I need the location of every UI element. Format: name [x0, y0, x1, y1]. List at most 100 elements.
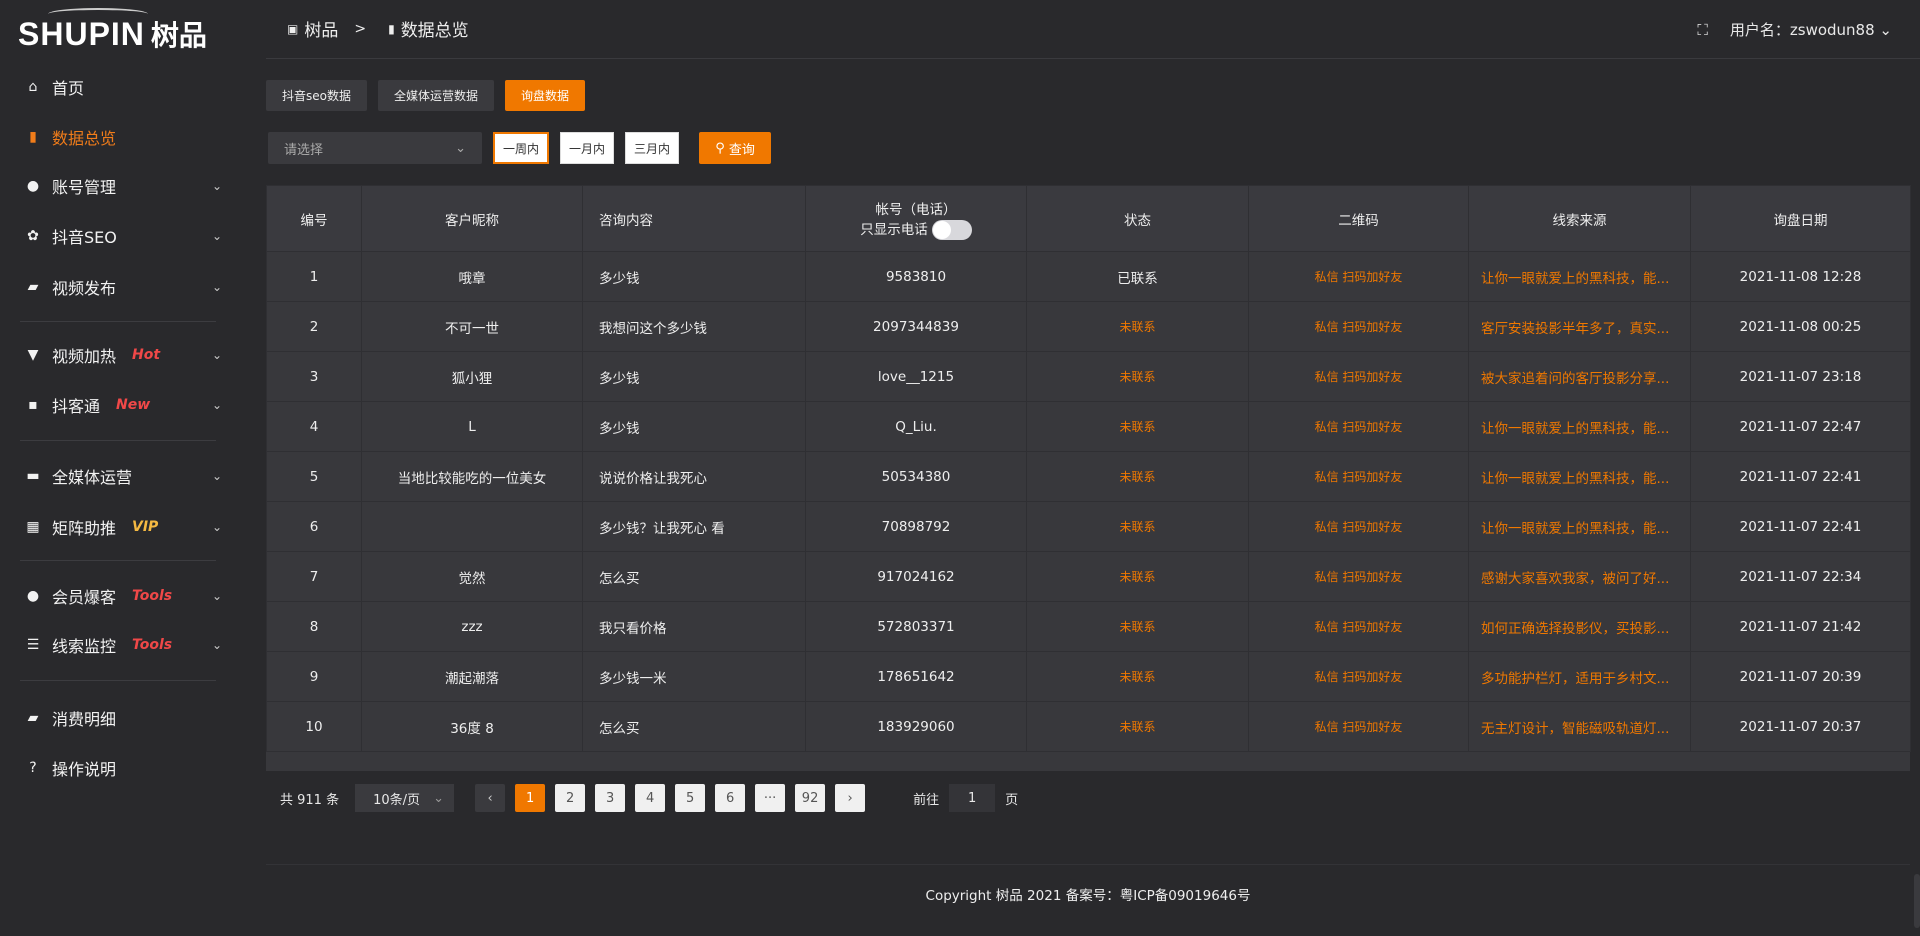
- column-header-label: 线索来源: [1552, 212, 1607, 229]
- table-row: 6 多少钱？让我死心 看 70898792 未联系 私信 扫码加好友 让你一眼就爱上的黑科…: [266, 501, 1911, 552]
- wallet-icon: ▰: [27, 710, 39, 726]
- next-page-button[interactable]: ›: [835, 784, 866, 812]
- inquiry-date: 2021-11-07 22:34: [1690, 551, 1911, 602]
- qr-code-action[interactable]: 私信 扫码加好友: [1248, 401, 1469, 452]
- sidebar-item-label: 首页: [52, 79, 85, 98]
- home-icon: ⌂: [28, 79, 38, 95]
- sidebar-item-label: 账号管理: [52, 178, 117, 197]
- customer-nickname: 哦章: [361, 251, 583, 302]
- page-button[interactable]: 1: [515, 784, 546, 812]
- divider: [20, 321, 216, 322]
- sidebar-item-label: 视频加热: [52, 347, 117, 366]
- lead-source[interactable]: 让你一眼就爱上的黑科技，能...: [1468, 401, 1691, 452]
- account-phone: 183929060: [805, 701, 1027, 752]
- row-number: 4: [266, 401, 362, 452]
- prev-page-button[interactable]: ‹: [475, 784, 506, 812]
- qr-code-action[interactable]: 私信 扫码加好友: [1248, 451, 1469, 502]
- chevron-down-icon: ⌄: [212, 589, 223, 603]
- lead-source[interactable]: 无主灯设计，智能磁吸轨道灯...: [1468, 701, 1691, 752]
- user-menu[interactable]: 用户名：zswodun88 ⌄: [1730, 19, 1892, 40]
- page-button[interactable]: 5: [675, 784, 706, 812]
- status: 未联系: [1026, 551, 1249, 602]
- column-header: 编号: [266, 185, 362, 252]
- inquiry-content: 说说价格让我死心: [582, 451, 806, 502]
- sidebar-item[interactable]: ▬ 全媒体运营 ⌄: [0, 458, 240, 494]
- qr-code-action[interactable]: 私信 扫码加好友: [1248, 701, 1469, 752]
- sidebar-item[interactable]: ▦ 矩阵助推 VIP ⌄: [0, 509, 240, 545]
- lead-source[interactable]: 被大家追着问的客厅投影分享...: [1468, 351, 1691, 402]
- qr-code-action[interactable]: 私信 扫码加好友: [1248, 501, 1469, 552]
- sidebar-item[interactable]: ? 操作说明: [0, 750, 240, 786]
- pagination: 共 911 条 10条/页 ⌄ ‹ 1 2 3 4 5 6 ··· 92 › 前往 1 页: [280, 784, 1018, 812]
- fullscreen-icon[interactable]: ⛶: [1697, 20, 1708, 39]
- sidebar-item[interactable]: ▮ 数据总览: [0, 119, 240, 155]
- chevron-down-icon: ⌄: [1874, 21, 1892, 39]
- page-button[interactable]: 2: [555, 784, 586, 812]
- sidebar-item-label: 视频发布: [52, 279, 117, 298]
- lead-source[interactable]: 多功能护栏灯，适用于乡村文...: [1468, 651, 1691, 702]
- qr-code-action[interactable]: 私信 扫码加好友: [1248, 351, 1469, 402]
- query-button[interactable]: ⚲ 查询: [699, 132, 772, 164]
- lead-source[interactable]: 客厅安装投影半年多了，真实...: [1468, 301, 1691, 352]
- qr-code-action[interactable]: 私信 扫码加好友: [1248, 651, 1469, 702]
- phone-only-toggle[interactable]: [931, 219, 972, 240]
- sidebar-item[interactable]: ▪ 抖客通 New ⌄: [0, 387, 240, 423]
- qr-code-action[interactable]: 私信 扫码加好友: [1248, 251, 1469, 302]
- status: 未联系: [1026, 651, 1249, 702]
- qr-code-action[interactable]: 私信 扫码加好友: [1248, 601, 1469, 652]
- breadcrumb-current: 数据总览: [400, 21, 469, 41]
- page-button[interactable]: ···: [755, 784, 786, 812]
- tab-item[interactable]: 全媒体运营数据: [377, 80, 494, 111]
- customer-nickname: 狐小狸: [361, 351, 583, 402]
- goto-page-input[interactable]: 1: [949, 784, 996, 812]
- account-phone: 2097344839: [805, 301, 1027, 352]
- row-number: 8: [266, 601, 362, 652]
- sidebar: SHUPIN 树品 ⌂ 首页 ▮ 数据总览 ● 账号管理 ⌄ ✿ 抖音SEO ⌄ ▰ 视频发布 ⌄ ▼ 视频…: [0, 0, 262, 936]
- breadcrumb-home[interactable]: 树品: [304, 21, 339, 41]
- table-row: 9 潮起潮落 多少钱一米 178651642 未联系 私信 扫码加好友 多功能护栏灯，适用于…: [266, 651, 1911, 702]
- table-row: 5 当地比较能吃的一位美女 说说价格让我死心 50534380 未联系 私信 扫码加好友让…: [266, 451, 1911, 502]
- page-button[interactable]: 3: [595, 784, 626, 812]
- range-button[interactable]: 三月内: [625, 132, 680, 164]
- account-phone: Q_Liu.: [805, 401, 1027, 452]
- scrollbar[interactable]: [1914, 874, 1920, 928]
- sidebar-item[interactable]: ● 账号管理 ⌄: [0, 168, 240, 204]
- status: 未联系: [1026, 301, 1249, 352]
- range-button[interactable]: 一周内: [493, 132, 550, 164]
- lead-source[interactable]: 如何正确选择投影仪，买投影...: [1468, 601, 1691, 652]
- sidebar-item[interactable]: ⌂ 首页: [0, 69, 240, 105]
- logo[interactable]: SHUPIN 树品: [18, 7, 207, 54]
- qr-code-action[interactable]: 私信 扫码加好友: [1248, 301, 1469, 352]
- status: 未联系: [1026, 501, 1249, 552]
- page-button[interactable]: 92: [795, 784, 826, 812]
- sidebar-item[interactable]: ● 会员爆客 Tools ⌄: [0, 578, 240, 614]
- inquiry-table: 编号 客户昵称 咨询内容 帐号（电话） 只显示电话 状态 二维码 线索来源 询盘日期 1 哦章 多少…: [266, 185, 1911, 771]
- sidebar-item[interactable]: ▰ 消费明细: [0, 700, 240, 736]
- range-button[interactable]: 一月内: [560, 132, 615, 164]
- page-size-select[interactable]: 10条/页 ⌄: [355, 784, 455, 812]
- qr-code-action[interactable]: 私信 扫码加好友: [1248, 551, 1469, 602]
- customer-nickname: 觉然: [361, 551, 583, 602]
- image-icon: ▣: [287, 21, 299, 36]
- data-tabs: 抖音seo数据 全媒体运营数据 询盘数据: [266, 80, 586, 111]
- page-button[interactable]: 6: [715, 784, 746, 812]
- sidebar-item[interactable]: ☰ 线索监控 Tools ⌄: [0, 627, 240, 663]
- lead-source[interactable]: 让你一眼就爱上的黑科技，能...: [1468, 451, 1691, 502]
- column-header-label: 编号: [300, 212, 328, 229]
- sidebar-item[interactable]: ▰ 视频发布 ⌄: [0, 269, 240, 305]
- lead-source[interactable]: 让你一眼就爱上的黑科技，能...: [1468, 501, 1691, 552]
- lead-source[interactable]: 让你一眼就爱上的黑科技，能...: [1468, 251, 1691, 302]
- tab-item[interactable]: 抖音seo数据: [266, 80, 367, 111]
- source-select[interactable]: 请选择 ⌄: [268, 132, 482, 164]
- tab-item[interactable]: 询盘数据: [505, 80, 586, 111]
- page-suffix: 页: [1005, 792, 1019, 808]
- lead-source[interactable]: 感谢大家喜欢我家，被问了好...: [1468, 551, 1691, 602]
- sidebar-item[interactable]: ✿ 抖音SEO ⌄: [0, 218, 240, 254]
- inquiry-date: 2021-11-08 12:28: [1690, 251, 1911, 302]
- sidebar-item[interactable]: ▼ 视频加热 Hot ⌄: [0, 337, 240, 373]
- page-button[interactable]: 4: [635, 784, 666, 812]
- divider: [20, 560, 216, 561]
- sidebar-item-badge: Tools: [132, 637, 173, 653]
- table-header: 编号 客户昵称 咨询内容 帐号（电话） 只显示电话 状态 二维码 线索来源 询盘日期: [266, 185, 1911, 252]
- sidebar-item-label: 抖客通: [52, 397, 101, 416]
